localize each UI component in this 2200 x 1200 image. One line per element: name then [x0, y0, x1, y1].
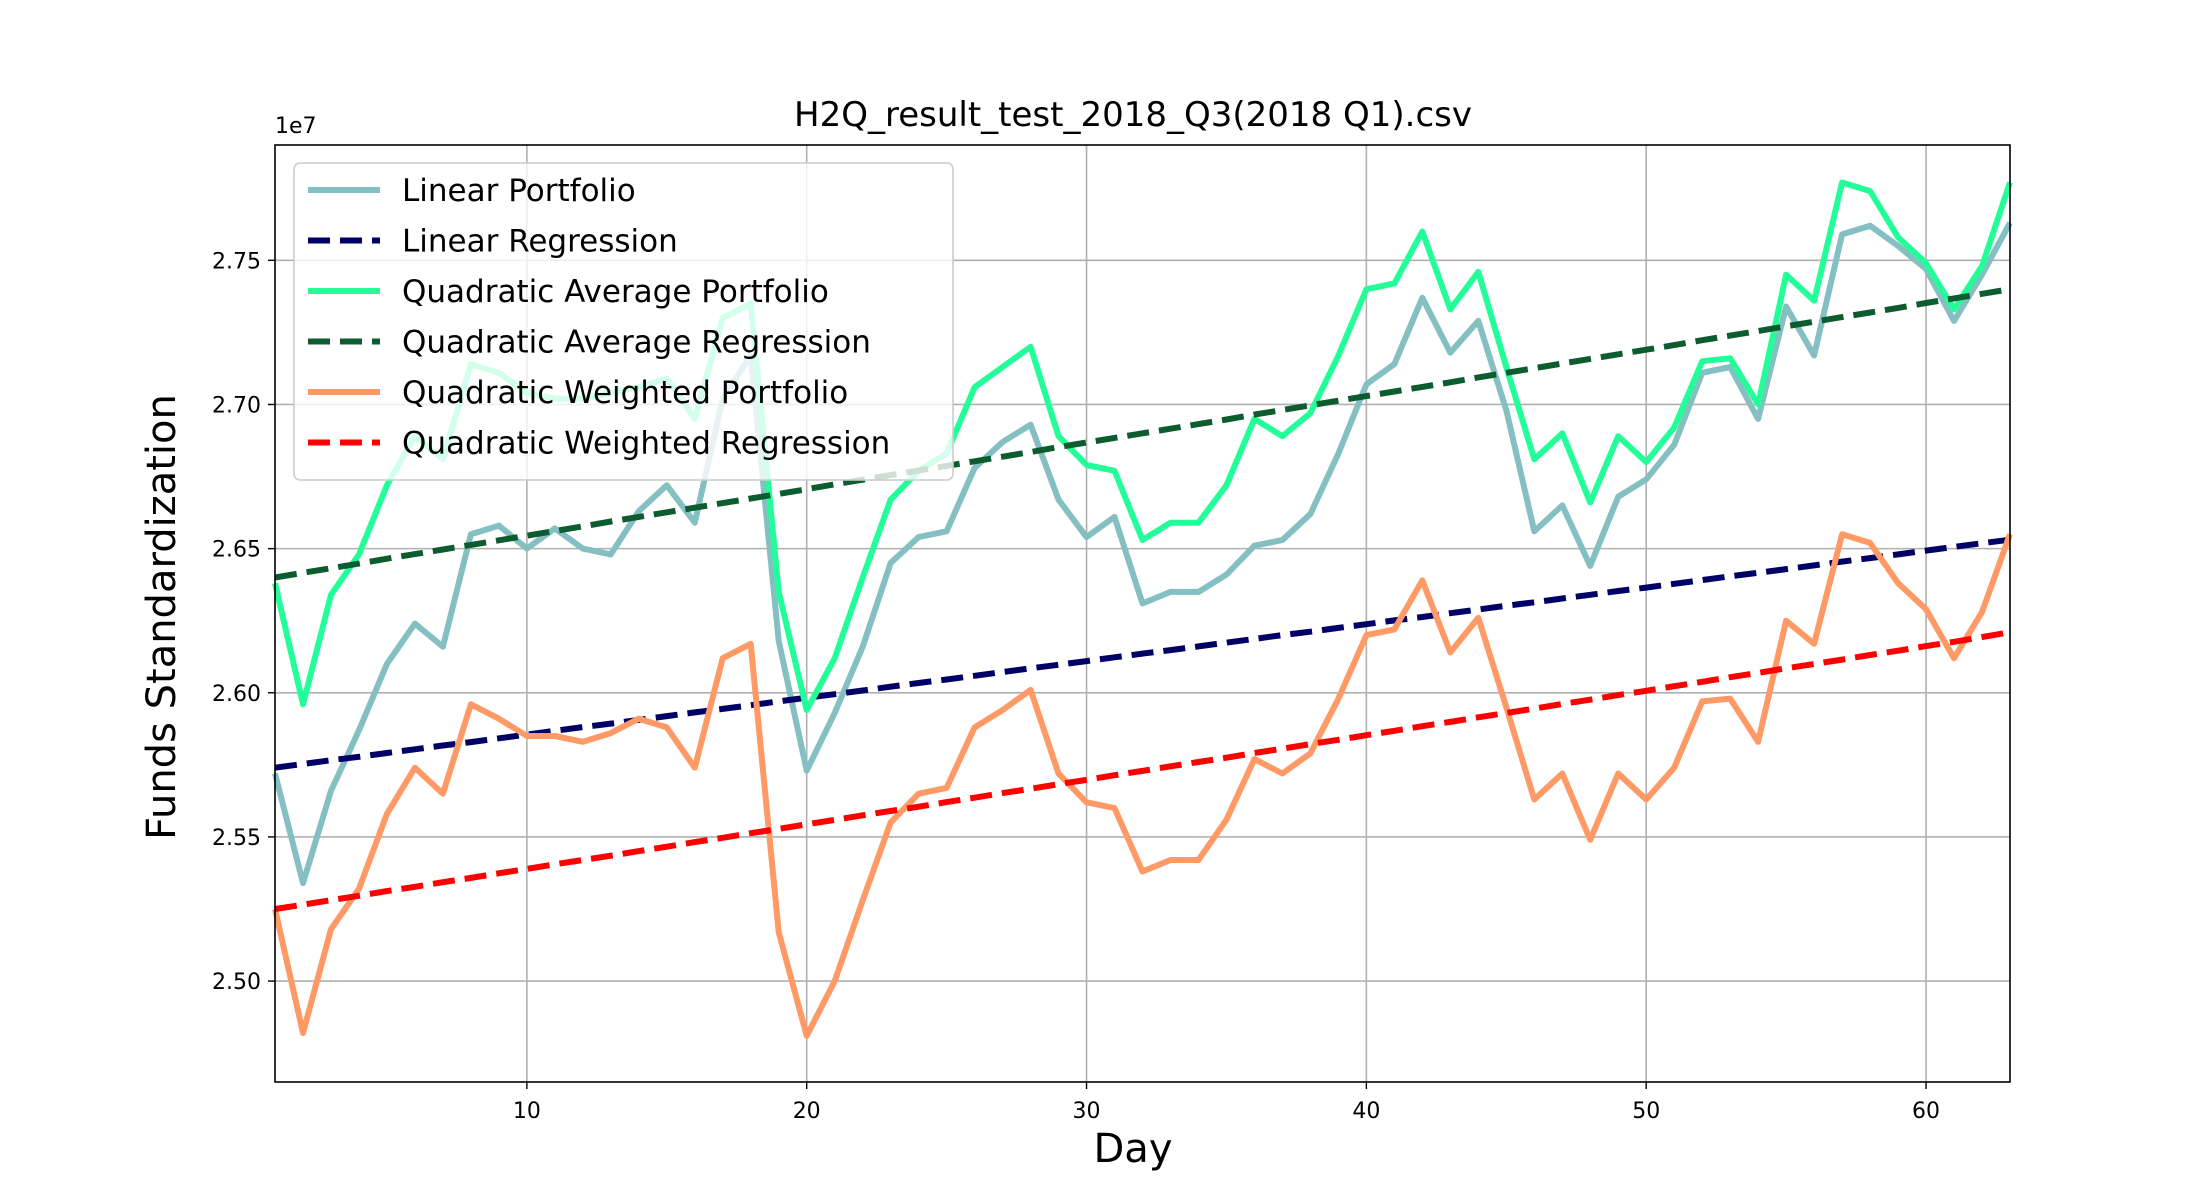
legend-box — [293, 162, 954, 481]
y-tick-label: 2.55 — [212, 826, 261, 851]
grid — [275, 145, 2010, 1082]
x-axis-title: Day — [1094, 1126, 1173, 1172]
y-axis-offset-label: 1e7 — [275, 114, 317, 139]
x-tick-label: 30 — [1073, 1099, 1101, 1124]
y-tick-label: 2.70 — [212, 393, 261, 418]
x-tick-label: 20 — [793, 1099, 821, 1124]
legend-label-4: Quadratic Average Regression — [402, 325, 871, 361]
y-tick-label: 2.65 — [212, 538, 261, 563]
series-line-1 — [272, 221, 2013, 887]
legend-label-6: Quadratic Weighted Regression — [402, 426, 890, 462]
series-line-6 — [274, 629, 2011, 912]
x-tick-label: 60 — [1912, 1099, 1940, 1124]
legend-label-5: Quadratic Weighted Portfolio — [402, 375, 848, 411]
x-tick-label: 50 — [1632, 1099, 1660, 1124]
series-lines — [272, 179, 2013, 1039]
series-line-2 — [274, 536, 2011, 771]
y-tick-label: 2.60 — [212, 682, 261, 707]
x-tick-label: 40 — [1352, 1099, 1380, 1124]
legend-label-1: Linear Portfolio — [402, 173, 636, 209]
y-tick-label: 2.50 — [212, 970, 261, 995]
y-tick-label: 2.75 — [212, 249, 261, 274]
axis-ticks: 10 20 30 40 50 60 2.50 2.55 2.60 2.65 2.70 2.75 — [212, 249, 1940, 1124]
chart-title: H2Q_result_test_2018_Q3(2018 Q1).csv — [794, 95, 1472, 135]
y-axis-title: Funds Standardization — [139, 394, 185, 840]
x-tick-label: 10 — [513, 1099, 541, 1124]
legend-label-2: Linear Regression — [402, 224, 678, 260]
plot-area-frame — [274, 144, 2011, 1083]
legend: Linear Portfolio Linear Regression Quadrat… — [293, 162, 954, 481]
series-line-5 — [272, 531, 2013, 1039]
series-line-4 — [274, 286, 2011, 581]
legend-label-3: Quadratic Average Portfolio — [402, 274, 829, 310]
